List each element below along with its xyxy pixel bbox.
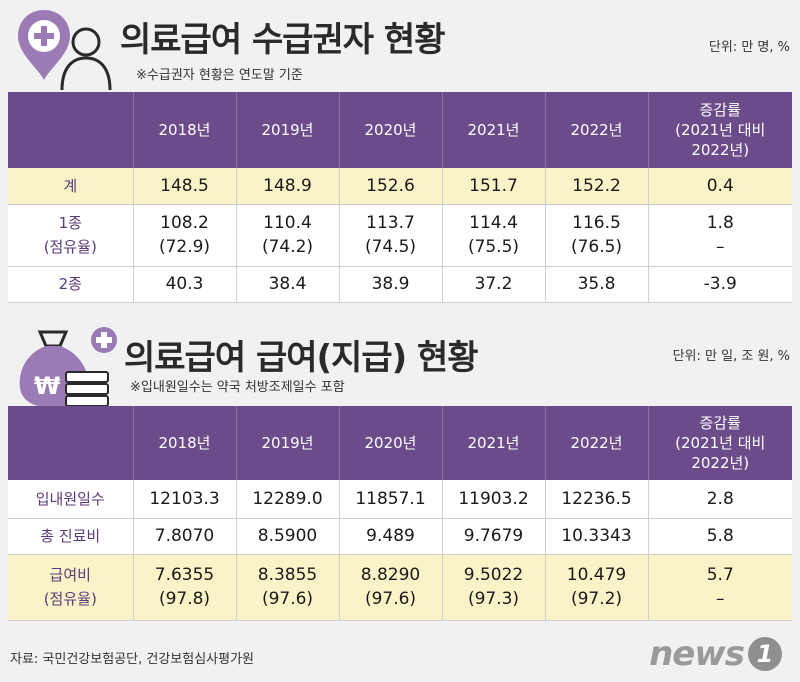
value-cell: 37.2 xyxy=(441,266,545,303)
value-cell: 8.3855 (97.6) xyxy=(235,554,339,621)
header-year-cell: 2019년 xyxy=(235,92,339,168)
row-label: 급여비 (점유율) xyxy=(8,554,133,621)
change-cell: 2.8 xyxy=(647,480,792,519)
header-year-cell: 2022년 xyxy=(544,406,648,480)
table-row: 1종 (점유율) 108.2 (72.9) 110.4 (74.2) 113.7 (74… xyxy=(8,204,792,267)
value-cell: 108.2 (72.9) xyxy=(132,204,236,267)
header-year-cell: 2018년 xyxy=(132,406,236,480)
table-row: 총 진료비 7.8070 8.5900 9.489 9.7679 10.3343… xyxy=(8,518,792,555)
value-cell: 113.7 (74.5) xyxy=(338,204,442,267)
table-row: 입내원일수 12103.3 12289.0 11857.1 11903.2 12… xyxy=(8,480,792,519)
value-cell: 9.489 xyxy=(338,518,442,555)
value-cell: 151.7 xyxy=(441,168,545,205)
table-header-row: 2018년 2019년 2020년 2021년 2022년 증감률 (2021년… xyxy=(8,92,792,168)
value-cell: 8.8290 (97.6) xyxy=(338,554,442,621)
value-cell: 152.6 xyxy=(338,168,442,205)
value-cell: 38.4 xyxy=(235,266,339,303)
recipients-table: 2018년 2019년 2020년 2021년 2022년 증감률 (2021년… xyxy=(8,92,792,303)
header-label-cell xyxy=(8,406,133,480)
table-row: 급여비 (점유율) 7.6355 (97.8) 8.3855 (97.6) 8.829… xyxy=(8,554,792,621)
value-cell: 114.4 (75.5) xyxy=(441,204,545,267)
header-change-cell: 증감률 (2021년 대비 2022년) xyxy=(647,406,792,480)
brand-mark: 1 xyxy=(748,637,782,671)
source-note: 자료: 국민건강보험공단, 건강보험심사평가원 xyxy=(10,652,255,667)
value-cell: 12289.0 xyxy=(235,480,339,519)
won-symbol: ₩ xyxy=(34,372,61,400)
value-cell: 9.5022 (97.3) xyxy=(441,554,545,621)
value-cell: 9.7679 xyxy=(441,518,545,555)
header-year-cell: 2020년 xyxy=(338,92,442,168)
header-year-cell: 2018년 xyxy=(132,92,236,168)
benefits-table: 2018년 2019년 2020년 2021년 2022년 증감률 (2021년… xyxy=(8,406,792,621)
value-cell: 148.9 xyxy=(235,168,339,205)
table-row: 계 148.5 148.9 152.6 151.7 152.2 0.4 xyxy=(8,168,792,205)
header-year-cell: 2022년 xyxy=(544,92,648,168)
header-year-cell: 2021년 xyxy=(441,406,545,480)
brand-text: news xyxy=(649,634,745,674)
value-cell: 11903.2 xyxy=(441,480,545,519)
value-cell: 38.9 xyxy=(338,266,442,303)
value-cell: 152.2 xyxy=(544,168,648,205)
section1-title: 의료급여 수급권자 현황 xyxy=(120,20,445,60)
row-label: 2종 xyxy=(8,266,133,303)
value-cell: 12236.5 xyxy=(544,480,648,519)
table-header-row: 2018년 2019년 2020년 2021년 2022년 증감률 (2021년… xyxy=(8,406,792,480)
value-cell: 8.5900 xyxy=(235,518,339,555)
value-cell: 35.8 xyxy=(544,266,648,303)
change-cell: 5.7– xyxy=(647,554,792,621)
person-plus-icon xyxy=(14,8,114,91)
row-label: 총 진료비 xyxy=(8,518,133,555)
table-row: 2종 40.3 38.4 38.9 37.2 35.8 -3.9 xyxy=(8,266,792,303)
section2-title: 의료급여 급여(지급) 현황 xyxy=(124,338,479,378)
value-cell: 11857.1 xyxy=(338,480,442,519)
header-change-cell: 증감률 (2021년 대비 2022년) xyxy=(647,92,792,168)
value-cell: 12103.3 xyxy=(132,480,236,519)
section2-note: ※입내원일수는 약국 처방조제일수 포함 xyxy=(130,380,345,395)
section1-unit: 단위: 만 명, % xyxy=(708,40,790,55)
value-cell: 110.4 (74.2) xyxy=(235,204,339,267)
value-cell: 10.479 (97.2) xyxy=(544,554,648,621)
value-cell: 116.5 (76.5) xyxy=(544,204,648,267)
change-cell: 1.8– xyxy=(647,204,792,267)
change-cell: -3.9 xyxy=(647,266,792,303)
row-label: 입내원일수 xyxy=(8,480,133,519)
header-year-cell: 2019년 xyxy=(235,406,339,480)
change-cell: 5.8 xyxy=(647,518,792,555)
value-cell: 148.5 xyxy=(132,168,236,205)
header-year-cell: 2020년 xyxy=(338,406,442,480)
value-cell: 10.3343 xyxy=(544,518,648,555)
value-cell: 7.6355 (97.8) xyxy=(132,554,236,621)
header-label-cell xyxy=(8,92,133,168)
row-label: 1종 (점유율) xyxy=(8,204,133,267)
header-year-cell: 2021년 xyxy=(441,92,545,168)
section1-note: ※수급권자 현황은 연도말 기준 xyxy=(136,68,303,83)
change-cell: 0.4 xyxy=(647,168,792,205)
row-label: 계 xyxy=(8,168,133,205)
section2-unit: 단위: 만 일, 조 원, % xyxy=(672,349,790,364)
news1-logo: news 1 xyxy=(649,634,782,674)
value-cell: 7.8070 xyxy=(132,518,236,555)
value-cell: 40.3 xyxy=(132,266,236,303)
money-bag-icon: ₩ xyxy=(10,322,120,412)
